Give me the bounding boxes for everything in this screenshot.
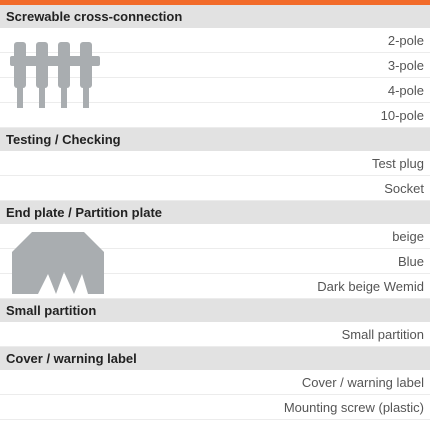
item-row: 3-pole bbox=[0, 53, 430, 78]
item-row: Test plug bbox=[0, 151, 430, 176]
accessory-list: Screwable cross-connection 2-pole 3-pole 4-… bbox=[0, 5, 430, 420]
item-row: 2-pole bbox=[0, 28, 430, 53]
item-row: Small partition bbox=[0, 322, 430, 347]
cross-connection-icon bbox=[10, 42, 100, 108]
item-row: 4-pole bbox=[0, 78, 430, 103]
item-row: Cover / warning label bbox=[0, 370, 430, 395]
top-bar bbox=[0, 0, 430, 5]
end-plate-icon bbox=[12, 232, 104, 294]
item-row: Socket bbox=[0, 176, 430, 201]
item-row: Blue bbox=[0, 249, 430, 274]
item-row: 10-pole bbox=[0, 103, 430, 128]
section-header: Screwable cross-connection bbox=[0, 5, 430, 28]
section-header: Cover / warning label bbox=[0, 347, 430, 370]
section-header: Small partition bbox=[0, 299, 430, 322]
item-row: Dark beige Wemid bbox=[0, 274, 430, 299]
section-header: Testing / Checking bbox=[0, 128, 430, 151]
section-header: End plate / Partition plate bbox=[0, 201, 430, 224]
item-row: Mounting screw (plastic) bbox=[0, 395, 430, 420]
item-row: beige bbox=[0, 224, 430, 249]
